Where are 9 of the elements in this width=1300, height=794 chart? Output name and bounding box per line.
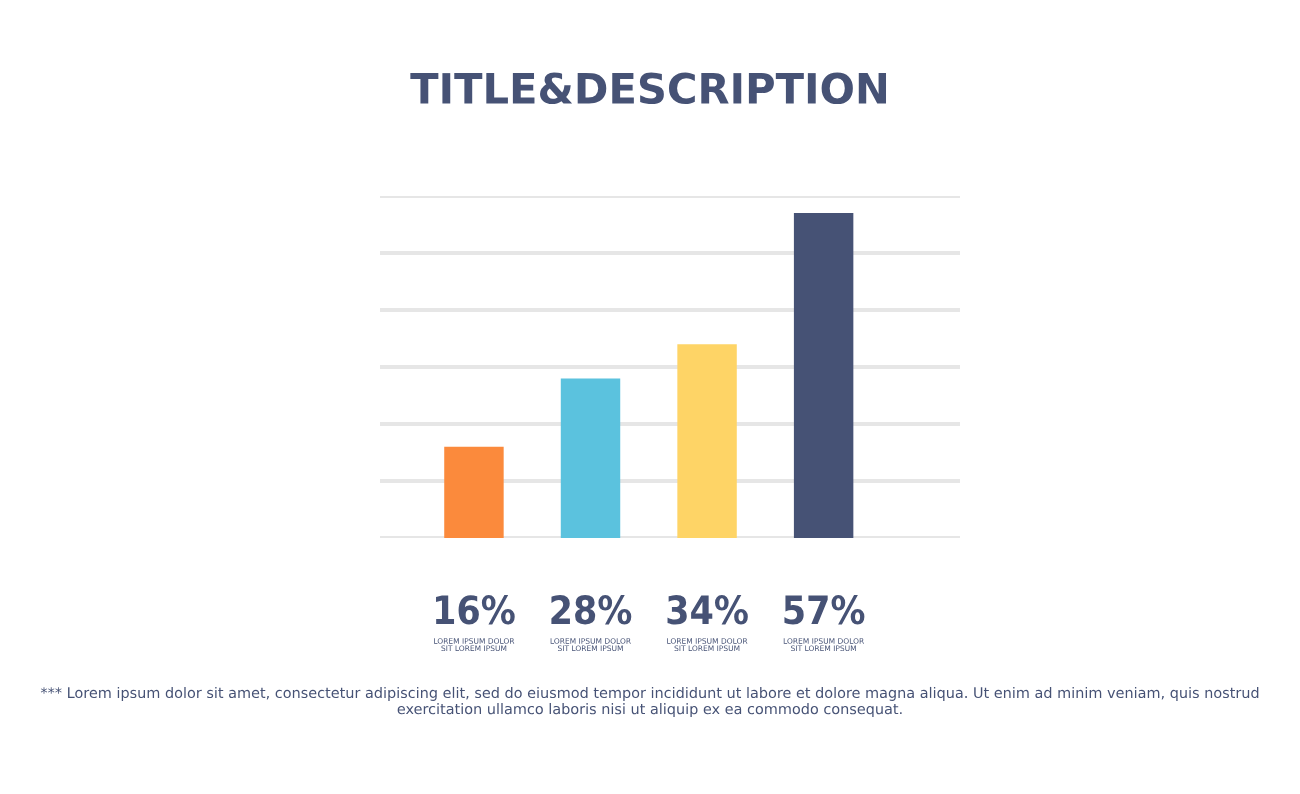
bar (677, 344, 737, 538)
data-label: 57% (784, 595, 865, 625)
data-label: 16% (436, 595, 515, 625)
bar (793, 213, 854, 538)
chart-title: TITLE&DESCRIPTION (410, 72, 887, 105)
bar (560, 378, 621, 538)
data-label: 34% (667, 595, 748, 625)
bar (444, 446, 504, 538)
data-label: 28% (551, 595, 632, 625)
